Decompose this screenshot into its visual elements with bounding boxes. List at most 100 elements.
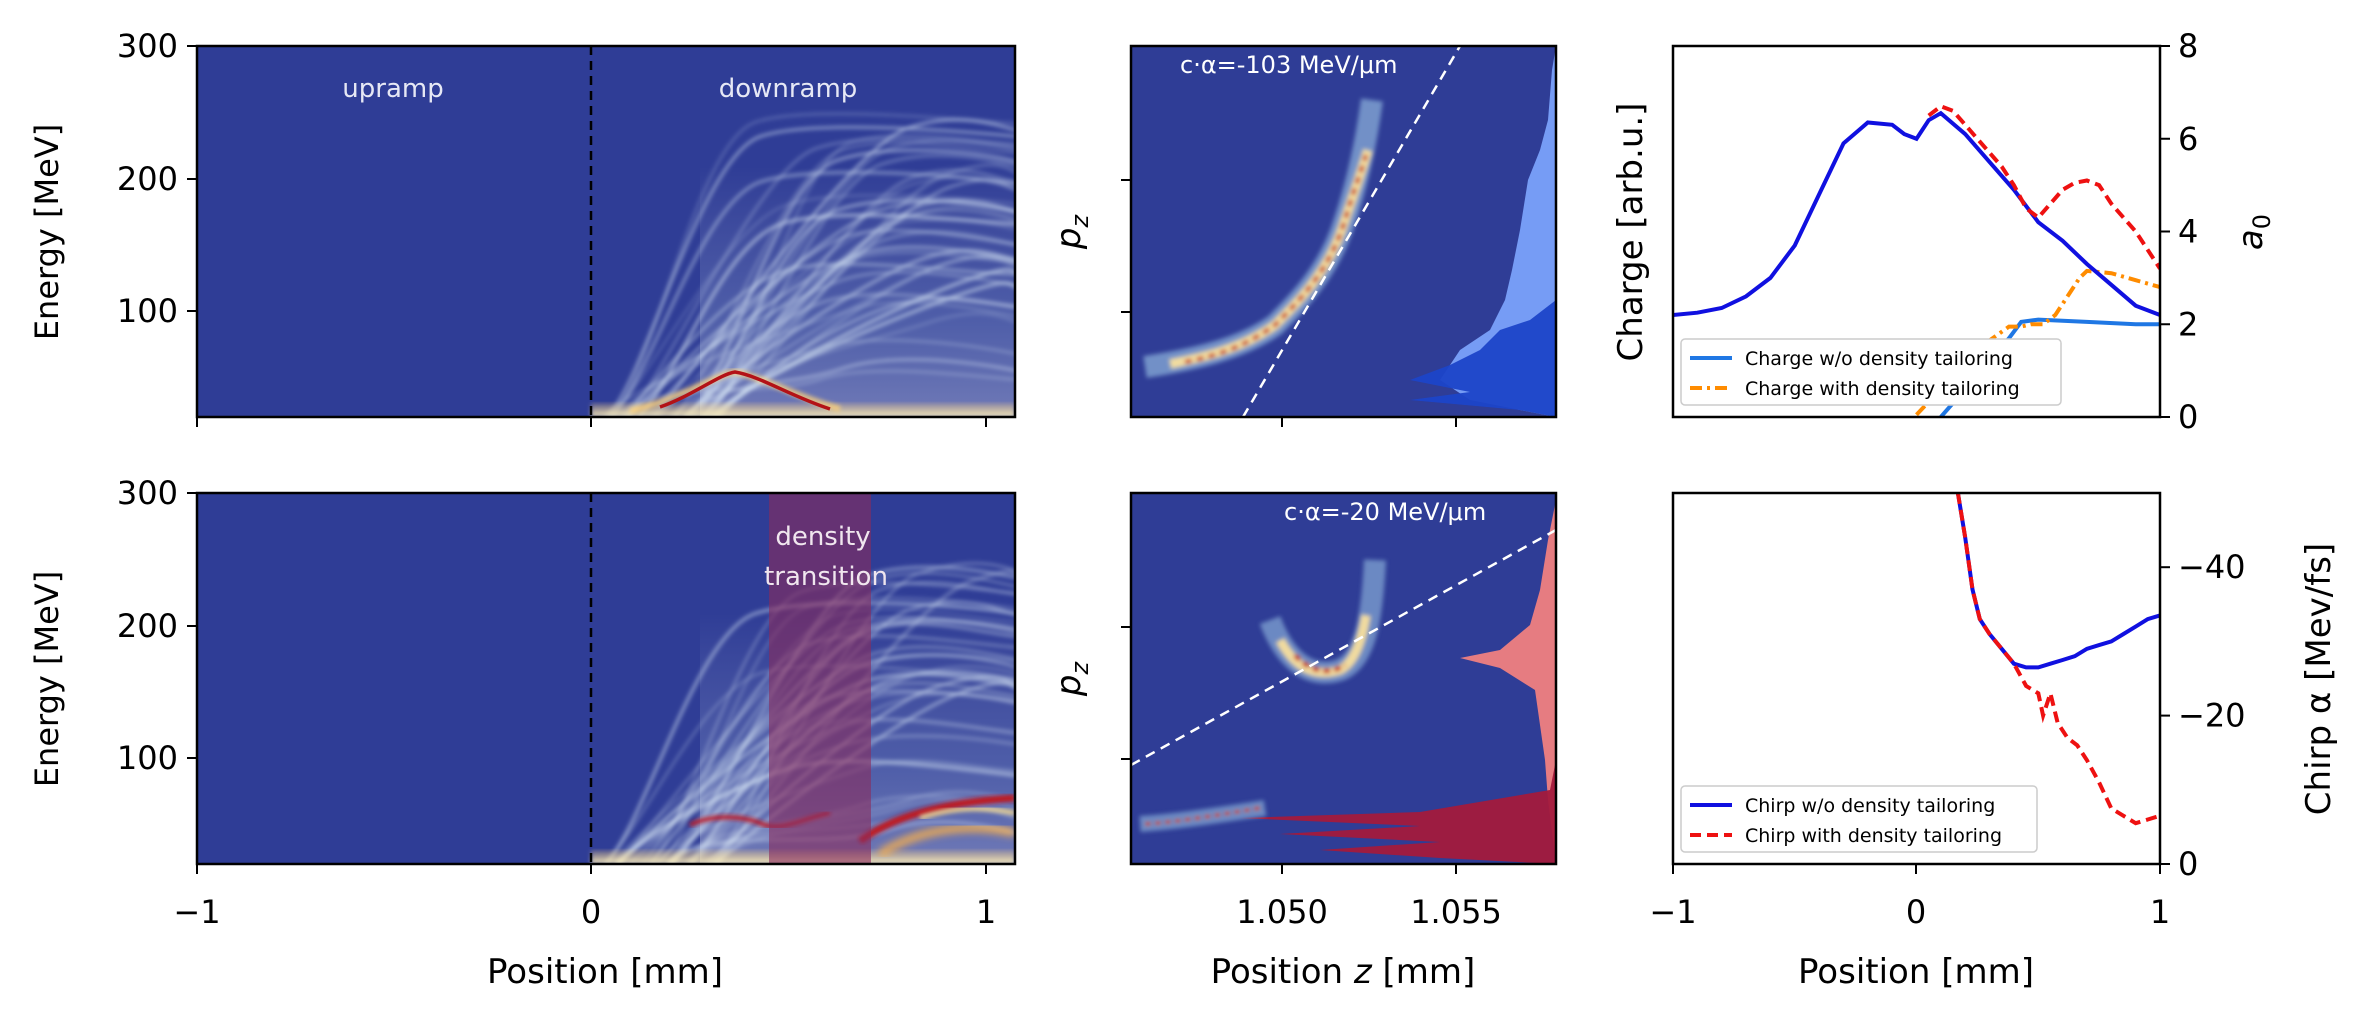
y-ticks xyxy=(1121,626,1131,760)
legend-box xyxy=(1680,785,2038,853)
y-tick-label: 0 xyxy=(2178,845,2198,883)
x-tick-label: 1.050 xyxy=(1236,893,1328,931)
x-tick-label: −1 xyxy=(173,893,220,931)
right-y-ticks: 0 −20 −40 xyxy=(2160,548,2246,883)
y-axis-label: pz xyxy=(1049,214,1094,251)
energy-trace xyxy=(682,230,1015,417)
energy-trace xyxy=(703,168,1015,417)
density-transition-shade xyxy=(769,493,871,864)
electron-beam xyxy=(1139,559,1386,832)
y-tick-label: 100 xyxy=(117,739,178,777)
x-ticks xyxy=(1672,864,2161,874)
energy-trace xyxy=(703,179,1015,417)
y-tick-label: 2 xyxy=(2178,305,2198,343)
y-tick-label: −40 xyxy=(2178,548,2246,586)
x-ticks xyxy=(196,864,987,874)
histogram-dark xyxy=(1240,760,1556,864)
energy-trace xyxy=(625,137,1015,417)
low-energy-floor xyxy=(591,403,1015,417)
axes-frame xyxy=(195,491,1017,866)
x-tick-label: 1 xyxy=(976,893,996,931)
y-tick-label: 200 xyxy=(117,607,178,645)
a0-line-with-tailoring xyxy=(1927,104,2160,270)
y-ticks xyxy=(187,45,197,312)
chirp-line-with-tailoring xyxy=(1955,493,2160,826)
heatmap-traces xyxy=(591,112,1015,417)
svg-text:Position z [mm]: Position z [mm] xyxy=(1211,952,1476,992)
legend-label: Chirp with density tailoring xyxy=(1745,825,2002,847)
y-axis-label: Energy [MeV] xyxy=(28,124,66,340)
transition-label: transition xyxy=(764,562,888,592)
y-ticks xyxy=(1121,179,1131,313)
y-tick-label: 4 xyxy=(2178,213,2198,251)
phase-space-top: c·α=-103 MeV/μm pz xyxy=(1049,44,1558,427)
svg-text:pz: pz xyxy=(1049,214,1094,251)
y-axis-label: Charge [arb.u.] xyxy=(1611,103,1651,362)
series-lines xyxy=(1955,493,2160,826)
legend: Charge w/o density tailoring Charge with… xyxy=(1680,338,2062,406)
downramp-label: downramp xyxy=(719,74,858,104)
y-tick-label: 300 xyxy=(117,474,178,512)
phase-space-art xyxy=(1131,500,1556,864)
energy-trace xyxy=(604,601,1015,864)
chirp-fit-line xyxy=(1241,46,1462,417)
energy-trace xyxy=(656,219,1015,417)
phase-space-art xyxy=(1143,46,1556,417)
beam-core xyxy=(1293,653,1347,674)
chirp-annotation: c·α=-20 MeV/μm xyxy=(1284,498,1486,526)
y-tick-label: 0 xyxy=(2178,398,2198,436)
svg-text:pz: pz xyxy=(1049,661,1094,698)
y-tick-label: 200 xyxy=(117,160,178,198)
right-y-axis-label: Chirp α [Mev/fs] xyxy=(2299,543,2339,815)
energy-heatmap-bottom: density transition 100 200 300 −1 0 1 Po… xyxy=(28,474,1017,992)
energy-trace xyxy=(718,163,1015,417)
legend: Chirp w/o density tailoring Chirp with d… xyxy=(1680,785,2038,853)
x-tick-label: 0 xyxy=(581,893,601,931)
beam-core xyxy=(1184,154,1368,364)
chirp-plot: 0 −20 −40 −1 0 1 Position [mm] Chirp α [Me… xyxy=(1649,491,2339,992)
legend-label: Charge w/o density tailoring xyxy=(1745,348,2013,370)
y-axis-label: pz xyxy=(1049,661,1094,698)
energy-trace xyxy=(706,676,1015,864)
energy-trace xyxy=(687,148,1015,417)
energy-trace xyxy=(715,562,1015,864)
y-axis-label: Energy [MeV] xyxy=(28,571,66,787)
x-ticks xyxy=(1281,864,1457,874)
y-tick-label: 100 xyxy=(117,292,178,330)
energy-trace xyxy=(621,262,1015,417)
x-axis-label: Position [mm] xyxy=(487,952,723,992)
x-ticks xyxy=(1281,417,1457,427)
hot-trace xyxy=(919,806,1015,821)
axes-frame xyxy=(195,44,1017,419)
y-tick-label: 8 xyxy=(2178,27,2198,65)
energy-trace xyxy=(611,112,1015,417)
y-tick-label: −20 xyxy=(2178,697,2246,735)
x-ticks xyxy=(196,417,987,427)
energy-trace xyxy=(610,194,1015,417)
upramp-label: upramp xyxy=(342,74,443,104)
y-tick-label: 300 xyxy=(117,27,178,65)
hot-trace xyxy=(877,824,1015,858)
a0-line-no-tailoring xyxy=(1673,110,2160,317)
energy-trace xyxy=(682,249,1015,417)
energy-trace xyxy=(651,118,1015,417)
axes-frame xyxy=(1129,491,1558,866)
hot-trace-core xyxy=(659,370,831,411)
axes-frame xyxy=(1129,44,1558,419)
legend-label: Charge with density tailoring xyxy=(1745,378,2020,400)
energy-trace xyxy=(669,251,1015,417)
x-tick-label: 0 xyxy=(1906,893,1926,931)
right-y-ticks: 0 2 4 6 8 xyxy=(2160,27,2198,436)
chirp-annotation: c·α=-103 MeV/μm xyxy=(1180,51,1397,79)
energy-trace xyxy=(610,170,1015,417)
y-tick-label: 6 xyxy=(2178,120,2198,158)
x-tick-label: 1 xyxy=(2150,893,2170,931)
density-label: density xyxy=(775,522,870,552)
x-axis-label: Position [mm] xyxy=(1798,952,2034,992)
energy-trace xyxy=(606,125,1015,417)
energy-heatmap-top: upramp downramp 100 200 300 Energy [MeV] xyxy=(28,27,1017,427)
phase-space-bottom: c·α=-20 MeV/μm 1.050 1.055 Position z [m… xyxy=(1049,491,1558,992)
electron-beam xyxy=(1143,98,1383,378)
x-tick-label: −1 xyxy=(1649,893,1696,931)
